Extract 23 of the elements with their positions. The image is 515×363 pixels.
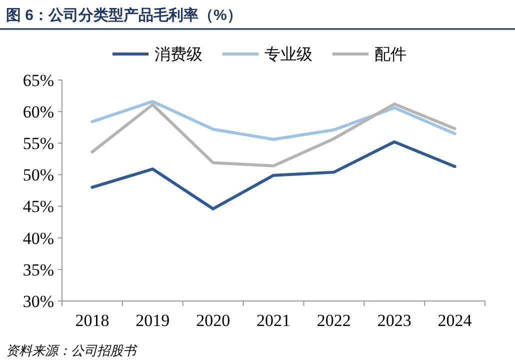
legend-label: 配件 — [374, 46, 406, 64]
y-tick-label: 65% — [22, 70, 54, 90]
text: 资料来源：公司招股书 — [6, 343, 138, 358]
y-tick-label: 35% — [22, 260, 54, 280]
x-tick-label: 2021 — [256, 311, 290, 330]
y-tick-label: 55% — [22, 134, 54, 154]
y-tick-label: 30% — [22, 292, 54, 311]
legend-label: 专业级 — [264, 46, 312, 64]
x-tick-label: 2019 — [136, 311, 170, 330]
y-tick-label: 50% — [22, 166, 54, 185]
x-tick-label: 2023 — [377, 311, 412, 330]
x-tick-label: 2022 — [316, 311, 351, 330]
x-tick-label: 2018 — [75, 311, 110, 330]
legend-label: 消费级 — [154, 46, 202, 64]
line-series — [90, 102, 456, 168]
y-tick-label: 60% — [22, 102, 54, 122]
y-tick-label: 40% — [22, 228, 54, 248]
chart-title: 图 6：公司分类型产品毛利率（%） — [6, 6, 242, 24]
x-tick-label: 2020 — [196, 311, 230, 330]
line-series — [90, 100, 456, 141]
x-tick-label: 2024 — [438, 311, 472, 330]
y-tick-label: 45% — [22, 197, 54, 216]
line-series — [90, 140, 456, 210]
